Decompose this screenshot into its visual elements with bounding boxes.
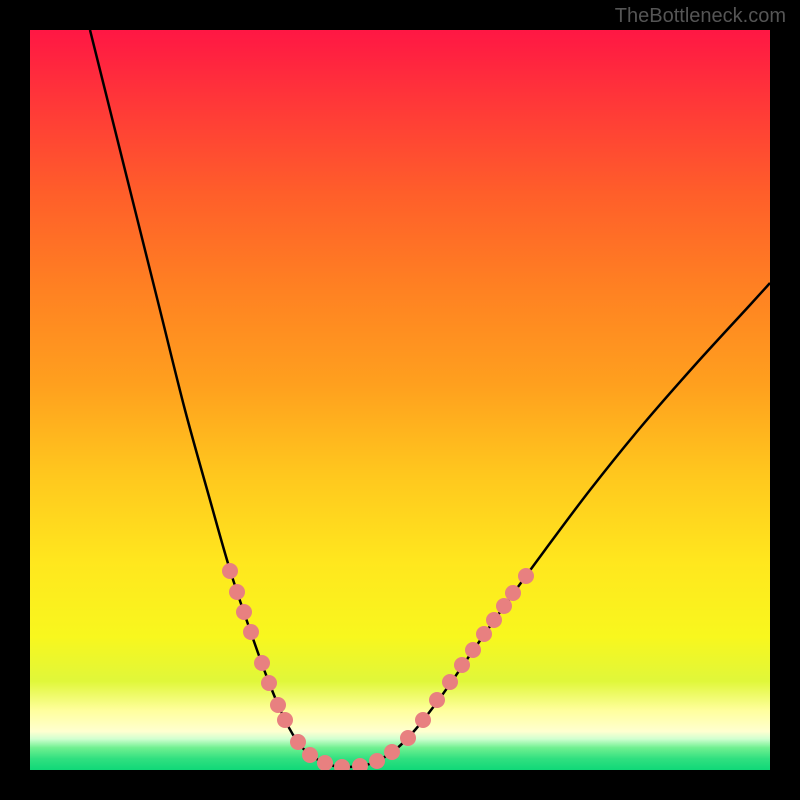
curve-marker bbox=[518, 568, 534, 584]
curve-marker bbox=[429, 692, 445, 708]
curve-marker bbox=[400, 730, 416, 746]
curve-marker bbox=[486, 612, 502, 628]
curve-marker bbox=[277, 712, 293, 728]
curve-marker bbox=[236, 604, 252, 620]
curve-markers bbox=[222, 563, 534, 770]
curve-marker bbox=[317, 755, 333, 770]
curve-marker bbox=[334, 759, 350, 770]
curve-marker bbox=[384, 744, 400, 760]
curve-marker bbox=[261, 675, 277, 691]
curve-marker bbox=[352, 758, 368, 770]
curve-marker bbox=[254, 655, 270, 671]
watermark-text: TheBottleneck.com bbox=[615, 5, 786, 28]
curve-marker bbox=[290, 734, 306, 750]
curve-marker bbox=[302, 747, 318, 763]
curve-marker bbox=[505, 585, 521, 601]
curve-marker bbox=[229, 584, 245, 600]
curve-marker bbox=[270, 697, 286, 713]
curve-marker bbox=[454, 657, 470, 673]
v-curve bbox=[90, 30, 770, 767]
bottleneck-curve-layer bbox=[30, 30, 770, 770]
curve-marker bbox=[243, 624, 259, 640]
curve-marker bbox=[415, 712, 431, 728]
curve-marker bbox=[369, 753, 385, 769]
curve-marker bbox=[465, 642, 481, 658]
curve-marker bbox=[222, 563, 238, 579]
curve-marker bbox=[496, 598, 512, 614]
curve-marker bbox=[476, 626, 492, 642]
curve-marker bbox=[442, 674, 458, 690]
